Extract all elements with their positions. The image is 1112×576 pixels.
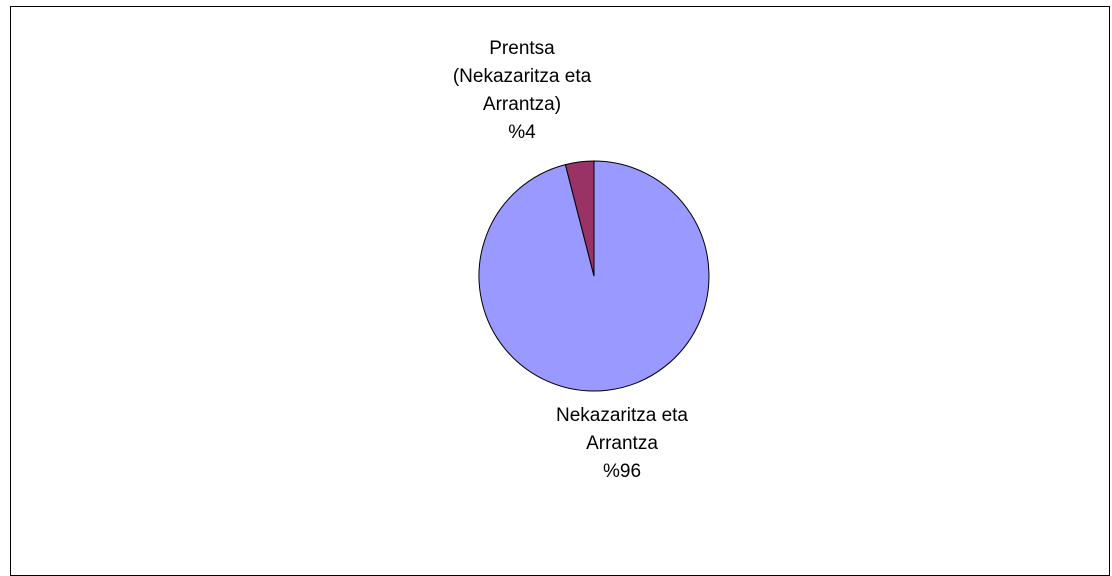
- data-label-prentsa: Prentsa (Nekazaritza eta Arrantza) %4: [453, 38, 592, 143]
- data-label-line: Nekazaritza eta: [556, 405, 688, 426]
- data-label-line: Arrantza): [483, 94, 561, 115]
- data-label-line: Arrantza: [586, 433, 658, 454]
- data-label-nekazaritza-eta-arrantza: Nekazaritza eta Arrantza %96: [556, 405, 688, 482]
- data-label-line: Prentsa: [489, 38, 555, 59]
- data-label-line: %96: [603, 461, 641, 482]
- pie-slice-prentsa: [564, 160, 595, 277]
- data-label-line: (Nekazaritza eta: [453, 66, 592, 87]
- pie-chart: Nekazaritza eta Arrantza %96 Prentsa (Nekaza…: [453, 38, 710, 482]
- data-label-line: %4: [508, 122, 536, 143]
